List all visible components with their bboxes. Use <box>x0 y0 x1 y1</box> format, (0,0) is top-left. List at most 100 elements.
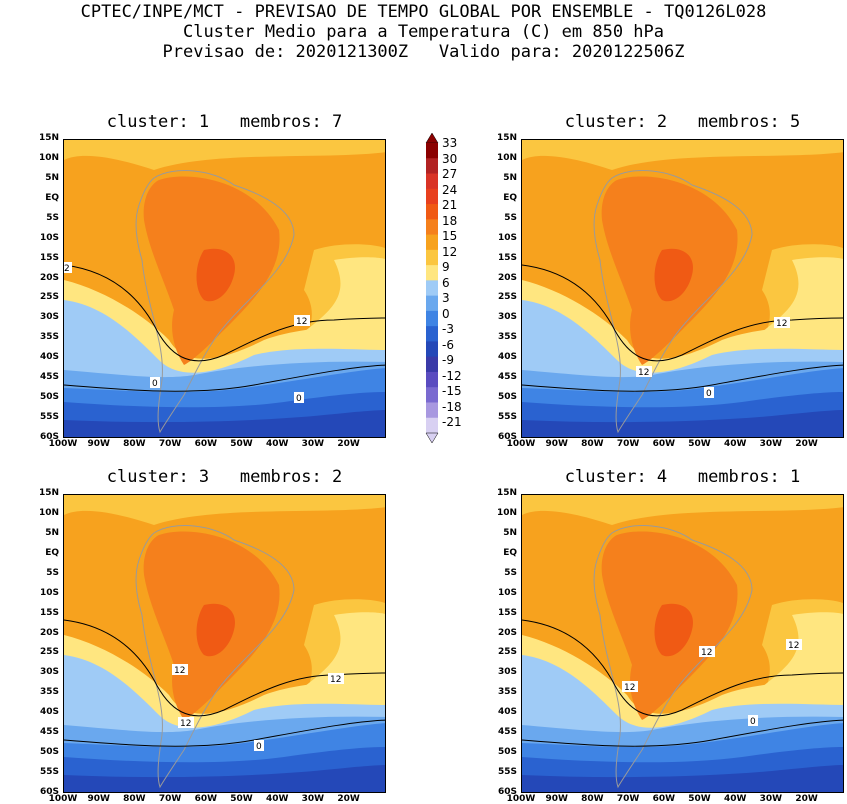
latitude-label: 50S <box>497 392 517 403</box>
longitude-label: 30W <box>759 794 783 804</box>
latitude-label: 35S <box>39 687 59 698</box>
longitude-label: 20W <box>337 794 360 804</box>
colorbar-swatch <box>426 219 438 236</box>
contour-line <box>522 719 843 747</box>
contour-label: 12 <box>786 639 802 651</box>
colorbar-swatch <box>426 417 438 434</box>
temperature-field: 12 12 12 0 <box>522 495 843 792</box>
temperature-band <box>654 603 693 657</box>
svg-text:0: 0 <box>750 717 756 727</box>
coastline <box>135 170 295 434</box>
colorbar-swatch <box>426 326 438 342</box>
latitude-label: 30S <box>497 667 517 678</box>
contour-label: 12 <box>699 646 715 658</box>
longitude-label: 60W <box>194 794 218 804</box>
latitude-label: 60S <box>497 787 517 797</box>
latitude-label: 10S <box>497 587 517 598</box>
colorbar-label: 21 <box>442 198 458 212</box>
latitude-label: EQ <box>45 547 59 558</box>
latitude-label: 25S <box>39 647 59 658</box>
latitude-label: 45S <box>39 727 59 738</box>
longitude-label: 40W <box>723 794 747 804</box>
longitude-label: 70W <box>158 439 182 449</box>
latitude-label: 10N <box>496 507 517 518</box>
colorbar-label: -6 <box>442 337 454 352</box>
temperature-field: 2 12 0 0 <box>64 140 385 437</box>
latitude-label: 50S <box>497 747 517 758</box>
longitude-label: 100W <box>48 439 78 449</box>
temperature-band <box>64 140 385 170</box>
longitude-label: 40W <box>265 439 289 449</box>
colorbar-label: 3 <box>442 291 450 305</box>
latitude-label: 30S <box>39 312 59 323</box>
colorbar-label: 0 <box>442 306 450 321</box>
colorbar-swatch <box>426 158 438 175</box>
latitude-label: 35S <box>497 687 517 698</box>
colorbar-label: 30 <box>442 151 458 166</box>
colorbar-label: 18 <box>442 213 458 228</box>
panel-title: cluster: 4 membros: 1 <box>564 467 801 487</box>
colorbar-label: 15 <box>442 229 458 243</box>
longitude-label: 100W <box>506 794 536 804</box>
latitude-label: 55S <box>39 412 59 423</box>
longitude-label: 30W <box>301 439 325 449</box>
colorbar-swatch <box>426 234 438 251</box>
latitude-label: 25S <box>497 292 517 303</box>
latitude-label: 10S <box>39 587 59 598</box>
temperature-field: 12 12 12 0 <box>64 495 385 792</box>
latitude-label: 55S <box>497 767 517 778</box>
temperature-field: 12 12 0 <box>522 140 843 437</box>
contour-label: 0 <box>294 392 304 404</box>
colorbar-swatch <box>426 204 438 220</box>
latitude-label: 20S <box>497 627 517 638</box>
colorbar-swatch <box>426 402 438 419</box>
contour-line <box>522 619 843 717</box>
header-line-2: Cluster Medio para a Temperatura (C) em … <box>182 22 665 42</box>
latitude-label: 5S <box>46 567 59 578</box>
contour-label: 12 <box>774 317 790 329</box>
svg-text:12: 12 <box>788 641 799 651</box>
temperature-band <box>522 140 843 170</box>
contour-label: 12 <box>178 717 194 729</box>
map-panel: 2 12 0 0 <box>63 139 386 438</box>
contour-label: 12 <box>294 315 310 327</box>
longitude-label: 40W <box>265 794 289 804</box>
latitude-label: 25S <box>497 647 517 658</box>
colorbar-swatch <box>426 249 438 266</box>
svg-text:12: 12 <box>701 648 712 658</box>
colorbar-arrow-bottom <box>425 432 439 443</box>
longitude-label: 100W <box>506 439 536 449</box>
latitude-label: 40S <box>497 707 517 718</box>
longitude-label: 70W <box>616 439 640 449</box>
latitude-label: 15S <box>497 607 517 618</box>
colorbar-swatch <box>426 387 438 403</box>
contour-line <box>64 619 385 717</box>
latitude-label: 5N <box>45 527 59 538</box>
colorbar-swatch <box>426 310 438 327</box>
latitude-label: 10N <box>38 507 59 518</box>
longitude-label: 80W <box>123 794 146 804</box>
temperature-band <box>522 765 843 792</box>
latitude-label: 30S <box>497 312 517 323</box>
longitude-label: 80W <box>581 439 604 449</box>
colorbar-swatch <box>426 371 438 388</box>
latitude-label: 20S <box>39 627 59 638</box>
latitude-label: 55S <box>497 412 517 423</box>
contour-label: 12 <box>636 366 652 378</box>
latitude-label: EQ <box>503 192 517 203</box>
panel-title: cluster: 3 membros: 2 <box>106 467 343 487</box>
svg-text:12: 12 <box>296 317 307 327</box>
colorbar-swatch <box>426 143 438 159</box>
temperature-band <box>196 603 235 657</box>
svg-text:12: 12 <box>624 683 635 693</box>
temperature-band <box>654 248 693 302</box>
longitude-label: 80W <box>581 794 604 804</box>
svg-text:12: 12 <box>776 319 787 329</box>
contour-label: 12 <box>328 673 344 685</box>
latitude-label: 10S <box>39 232 59 243</box>
latitude-label: 5S <box>504 567 517 578</box>
latitude-label: 30S <box>39 667 59 678</box>
svg-text:0: 0 <box>256 742 262 752</box>
temperature-band <box>196 248 235 302</box>
coastline <box>593 170 753 434</box>
